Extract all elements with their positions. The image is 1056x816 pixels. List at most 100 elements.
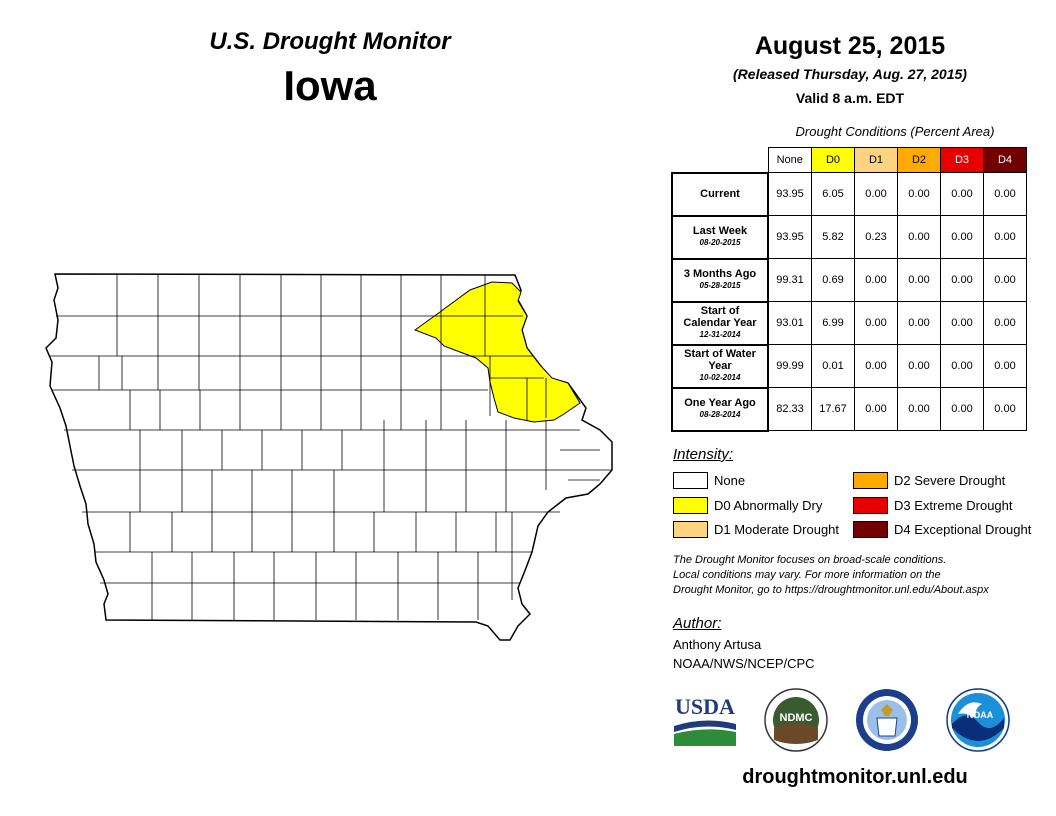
table-cell: 0.00 — [940, 215, 984, 259]
table-cell: 17.67 — [811, 387, 855, 431]
table-cell: 0.00 — [897, 215, 941, 259]
commerce-seal-logo — [856, 689, 918, 751]
table-cell: 6.05 — [811, 172, 855, 216]
table-cell: 0.00 — [940, 301, 984, 345]
table-row: 3 Months Ago 05-28-2015 99.31 0.69 0.00 0.00 0… — [671, 257, 1027, 303]
row-label: 3 Months Ago 05-28-2015 — [671, 257, 769, 303]
row-date: 08-28-2014 — [699, 410, 741, 419]
table-cell: 0.00 — [854, 387, 898, 431]
note-line: The Drought Monitor focuses on broad-sca… — [673, 554, 947, 566]
usda-logo: USDA — [674, 694, 736, 746]
row-label-text: Last Week — [692, 225, 748, 237]
row-label: Last Week 08-20-2015 — [671, 214, 769, 260]
row-label-text: Current — [700, 188, 740, 200]
table-cell: 5.82 — [811, 215, 855, 259]
monitor-subtitle: U.S. Drought Monitor — [209, 28, 451, 55]
table-cell: 99.31 — [767, 258, 812, 302]
drought-conditions-table: None D0 D1 D2 D3 D4 Current 93.95 6.05 0.00… — [671, 147, 1027, 432]
row-date: 08-20-2015 — [699, 238, 741, 247]
column-header: D4 — [983, 147, 1027, 173]
table-cell: 93.01 — [767, 301, 812, 345]
table-cell: 99.99 — [767, 344, 812, 388]
d0-abnormally-dry-area — [413, 281, 581, 423]
legend-item: D2 Severe Drought — [853, 472, 1005, 489]
table-cell: 0.00 — [940, 344, 984, 388]
legend-swatch — [853, 497, 888, 514]
table-cell: 0.00 — [940, 258, 984, 302]
row-label: Start of Calendar Year 12-31-2014 — [671, 300, 769, 346]
table-cell: 0.00 — [897, 172, 941, 216]
table-cell: 0.69 — [811, 258, 855, 302]
legend-item: D0 Abnormally Dry — [673, 497, 822, 514]
release-date: (Released Thursday, Aug. 27, 2015) — [733, 66, 967, 82]
table-cell: 0.00 — [983, 344, 1027, 388]
column-header: D0 — [811, 147, 855, 173]
row-label-text: Start of Water Year — [684, 348, 756, 372]
table-cell: 0.00 — [983, 258, 1027, 302]
table-cell: 0.00 — [983, 301, 1027, 345]
row-label: One Year Ago 08-28-2014 — [671, 386, 769, 432]
legend-swatch — [673, 472, 708, 489]
valid-time: Valid 8 a.m. EDT — [795, 90, 905, 106]
table-cell: 93.95 — [767, 215, 812, 259]
legend-label: None — [714, 473, 746, 488]
legend-item: D3 Extreme Drought — [853, 497, 1013, 514]
intensity-title: Intensity: — [673, 446, 734, 463]
row-label-text: 3 Months Ago — [683, 268, 757, 280]
table-cell: 0.01 — [811, 344, 855, 388]
note-line: Local conditions may vary. For more info… — [673, 569, 941, 581]
legend-item: D4 Exceptional Drought — [853, 521, 1031, 538]
table-row: Last Week 08-20-2015 93.95 5.82 0.23 0.00 0.00… — [671, 214, 1027, 260]
legend-label: D2 Severe Drought — [894, 473, 1006, 488]
iowa-drought-map — [45, 273, 613, 641]
table-header-row: None D0 D1 D2 D3 D4 — [672, 147, 1027, 173]
table-cell: 0.00 — [983, 215, 1027, 259]
table-cell: 0.00 — [897, 344, 941, 388]
table-cell: 0.23 — [854, 215, 898, 259]
table-cell: 0.00 — [897, 258, 941, 302]
state-outline — [45, 273, 613, 641]
state-title: Iowa — [283, 62, 377, 109]
author-org: NOAA/NWS/NCEP/CPC — [673, 656, 815, 671]
row-label-text: One Year Ago — [684, 397, 756, 409]
table-cell: 0.00 — [854, 344, 898, 388]
website-url[interactable]: droughtmonitor.unl.edu — [742, 766, 968, 788]
column-header: D2 — [897, 147, 941, 173]
legend-swatch — [853, 521, 888, 538]
disclaimer-note: The Drought Monitor focuses on broad-sca… — [673, 553, 1043, 598]
row-label: Start of Water Year 10-02-2014 — [671, 343, 769, 389]
noaa-logo: NOAA — [946, 688, 1010, 752]
row-label-text: Start of Calendar Year — [683, 305, 757, 329]
table-row: One Year Ago 08-28-2014 82.33 17.67 0.00 0.00… — [671, 386, 1027, 432]
legend-label: D4 Exceptional Drought — [894, 522, 1032, 537]
table-cell: 93.95 — [767, 172, 812, 216]
note-line: Drought Monitor, go to https://droughtmo… — [673, 584, 989, 596]
table-cell: 0.00 — [897, 387, 941, 431]
table-cell: 0.00 — [897, 301, 941, 345]
legend-swatch — [673, 521, 708, 538]
table-cell: 0.00 — [983, 172, 1027, 216]
table-row: Start of Calendar Year 12-31-2014 93.01 6.9… — [671, 300, 1027, 346]
legend-swatch — [853, 472, 888, 489]
table-row: Current 93.95 6.05 0.00 0.00 0.00 0.00 — [671, 171, 1027, 217]
ndmc-logo: NDMC — [764, 688, 828, 752]
column-header: D1 — [854, 147, 898, 173]
row-date: 12-31-2014 — [699, 330, 741, 339]
table-row: Start of Water Year 10-02-2014 99.99 0.01 0.… — [671, 343, 1027, 389]
table-cell: 6.99 — [811, 301, 855, 345]
table-cell: 0.00 — [983, 387, 1027, 431]
svg-text:NDMC: NDMC — [780, 712, 813, 724]
column-header: None — [767, 147, 812, 173]
legend-label: D0 Abnormally Dry — [714, 498, 823, 513]
table-cell: 0.00 — [940, 387, 984, 431]
legend-item: None — [673, 472, 745, 489]
county-lines — [50, 275, 612, 620]
table-cell: 0.00 — [854, 258, 898, 302]
legend-label: D3 Extreme Drought — [894, 498, 1013, 513]
legend-label: D1 Moderate Drought — [714, 522, 840, 537]
table-caption: Drought Conditions (Percent Area) — [795, 124, 995, 139]
legend-swatch — [673, 497, 708, 514]
map-date: August 25, 2015 — [754, 32, 946, 60]
legend-item: D1 Moderate Drought — [673, 521, 839, 538]
table-cell: 0.00 — [940, 172, 984, 216]
